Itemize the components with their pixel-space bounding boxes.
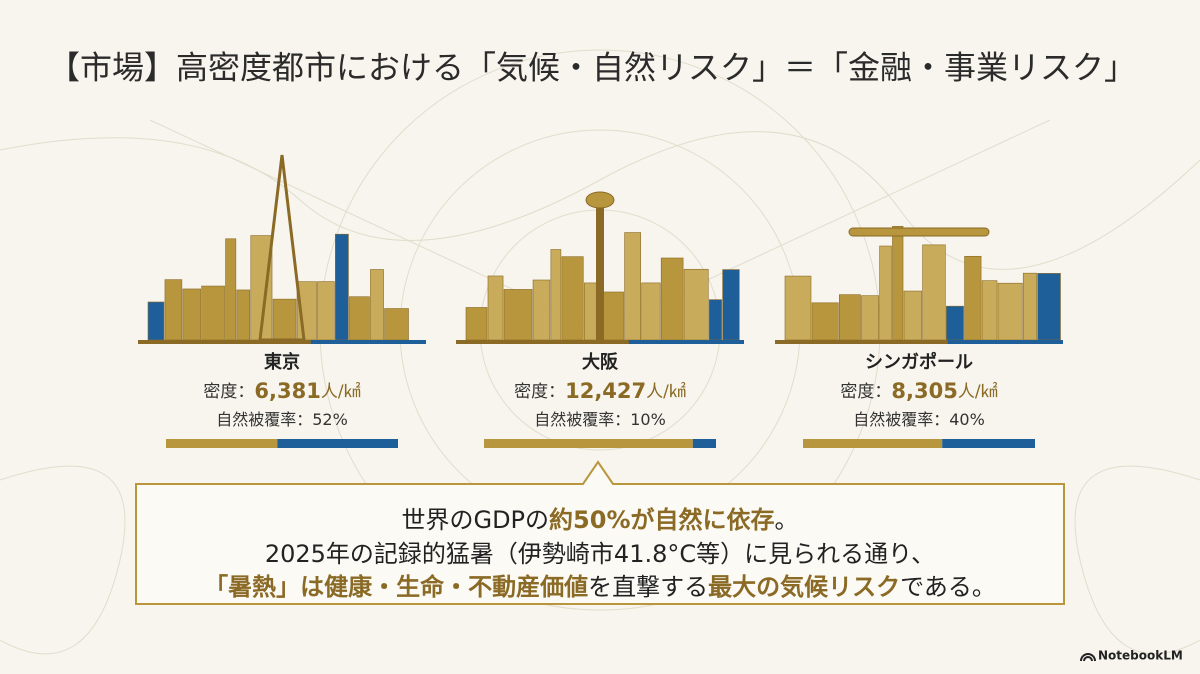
ground-blue xyxy=(628,340,744,344)
building xyxy=(903,290,922,341)
building xyxy=(861,295,879,341)
building xyxy=(660,257,684,341)
density: 密度：8,305人/㎢ xyxy=(840,379,997,403)
building xyxy=(335,233,349,341)
bar-coverage xyxy=(277,439,398,448)
building xyxy=(1022,272,1037,341)
message-text: 2025年の記録的猛暑（伊勢崎市41.8°C等）に見られる通り、 xyxy=(265,540,935,568)
ground xyxy=(456,340,744,344)
building xyxy=(708,299,722,341)
coverage: 自然被覆率：40% xyxy=(853,410,985,429)
message-line: 「暑熱」は健康・生命・不動産価値を直撃する最大の気候リスクである。 xyxy=(204,573,996,601)
building xyxy=(272,298,297,341)
message-emphasis: 約50%が自然に依存 xyxy=(549,506,774,534)
density-value: 6,381 xyxy=(254,379,320,403)
density-unit: 人/㎢ xyxy=(958,382,998,402)
building xyxy=(922,244,946,341)
tower xyxy=(596,200,604,340)
building xyxy=(879,245,892,341)
coverage-label: 自然被覆率： xyxy=(534,410,630,429)
building xyxy=(583,282,597,341)
coverage-label: 自然被覆率： xyxy=(216,410,312,429)
building xyxy=(201,285,225,341)
bar-coverage xyxy=(942,439,1035,448)
message-line: 2025年の記録的猛暑（伊勢崎市41.8°C等）に見られる通り、 xyxy=(265,540,935,568)
density-label: 密度： xyxy=(840,382,891,402)
message-text: である。 xyxy=(900,573,996,601)
message-text: 世界のGDPの xyxy=(401,506,549,534)
density-unit: 人/㎢ xyxy=(646,382,686,402)
message-line: 世界のGDPの約50%が自然に依存。 xyxy=(401,506,798,534)
callout xyxy=(135,460,1065,605)
bar-coverage xyxy=(692,439,716,448)
coverage-label: 自然被覆率： xyxy=(853,410,949,429)
building xyxy=(811,302,839,341)
density-label: 密度： xyxy=(203,382,254,402)
density: 密度：12,427人/㎢ xyxy=(514,379,686,403)
ground-blue xyxy=(947,340,1063,344)
city-name: 大阪 xyxy=(582,351,619,373)
building xyxy=(722,269,740,341)
building xyxy=(465,307,488,341)
building xyxy=(487,275,504,341)
coverage-value: 52% xyxy=(312,410,348,429)
coverage-value: 40% xyxy=(949,410,985,429)
building xyxy=(370,269,384,341)
building xyxy=(997,282,1023,341)
building xyxy=(182,288,201,341)
building xyxy=(550,249,562,341)
building xyxy=(561,256,584,341)
city-name: 東京 xyxy=(264,351,300,373)
coverage: 自然被覆率：52% xyxy=(216,410,348,429)
building xyxy=(981,280,998,341)
building xyxy=(147,301,165,341)
message-text: 。 xyxy=(775,506,799,534)
skyline xyxy=(456,191,744,344)
skyline xyxy=(138,154,426,344)
density: 密度：6,381人/㎢ xyxy=(203,379,360,403)
tower-top xyxy=(585,191,615,209)
building xyxy=(384,308,409,341)
building xyxy=(532,279,551,341)
bar-built xyxy=(803,439,943,448)
coverage: 自然被覆率：10% xyxy=(534,410,666,429)
building xyxy=(503,289,533,341)
building xyxy=(1037,273,1061,341)
message-emphasis: 最大の気候リスク xyxy=(708,573,900,601)
footer-logo xyxy=(1080,653,1096,662)
skyline xyxy=(775,225,1063,344)
building xyxy=(839,294,861,341)
density-unit: 人/㎢ xyxy=(321,382,361,402)
building xyxy=(641,282,661,341)
building xyxy=(683,268,709,341)
city-name: シンガポール xyxy=(865,351,973,373)
message-text: を直撃する xyxy=(588,573,708,601)
message-emphasis: 「暑熱」は健康・生命・不動産価値 xyxy=(204,573,588,601)
bar-built xyxy=(484,439,693,448)
bar-built xyxy=(166,439,278,448)
ground-blue xyxy=(310,340,426,344)
ground xyxy=(138,340,426,344)
building xyxy=(892,225,904,341)
building xyxy=(225,238,237,341)
footer-text: NotebookLM xyxy=(1098,649,1183,663)
building xyxy=(164,279,183,341)
building xyxy=(236,289,251,341)
building xyxy=(624,232,641,341)
coverage-value: 10% xyxy=(630,410,666,429)
density-value: 8,305 xyxy=(891,379,957,403)
slide-title: 【市場】高密度都市における「気候・自然リスク」＝「金融・事業リスク」 xyxy=(48,49,1136,87)
density-value: 12,427 xyxy=(565,379,646,403)
density-label: 密度： xyxy=(514,382,565,402)
building xyxy=(784,275,812,341)
ground xyxy=(775,340,1063,344)
skypark xyxy=(848,227,990,237)
building xyxy=(349,296,370,341)
building xyxy=(946,305,964,341)
building xyxy=(964,255,982,341)
building xyxy=(317,281,335,341)
